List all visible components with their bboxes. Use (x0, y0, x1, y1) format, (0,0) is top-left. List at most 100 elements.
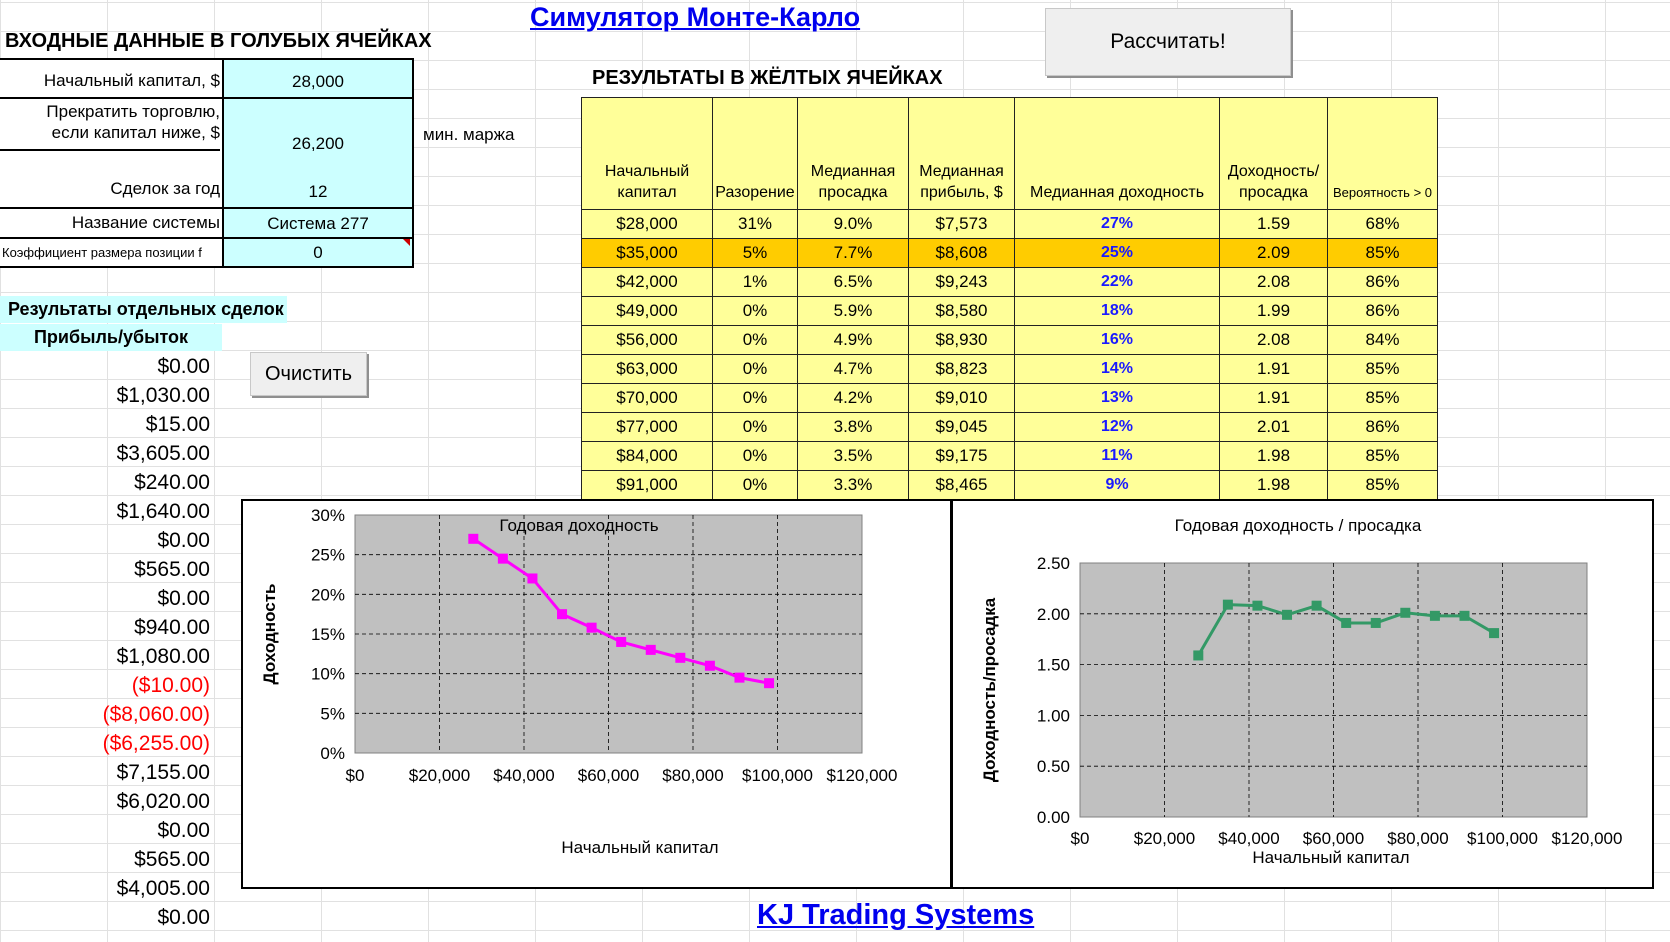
results-cell[interactable]: 1.91 (1219, 354, 1328, 384)
results-cell[interactable]: 1.91 (1219, 383, 1328, 413)
results-cell[interactable]: $56,000 (581, 325, 713, 355)
results-cell[interactable]: 86% (1327, 296, 1438, 326)
results-cell[interactable]: $8,580 (908, 296, 1015, 326)
results-cell[interactable]: 1.98 (1219, 470, 1328, 500)
results-cell[interactable]: $9,045 (908, 412, 1015, 442)
results-cell[interactable]: 86% (1327, 267, 1438, 297)
trade-result-value[interactable]: $240.00 (134, 471, 210, 494)
trade-result-value[interactable]: $4,005.00 (116, 877, 210, 900)
results-cell[interactable]: 3.5% (797, 441, 909, 471)
results-cell[interactable]: 31% (712, 209, 798, 239)
results-cell[interactable]: 2.08 (1219, 325, 1328, 355)
results-cell[interactable]: $7,573 (908, 209, 1015, 239)
trade-result-value[interactable]: $1,030.00 (116, 384, 210, 407)
results-cell[interactable]: 0% (712, 470, 798, 500)
footer-link[interactable]: KJ Trading Systems (757, 899, 1035, 931)
results-cell[interactable]: 85% (1327, 238, 1438, 268)
results-cell[interactable]: 2.09 (1219, 238, 1328, 268)
trade-result-value[interactable]: $7,155.00 (116, 761, 210, 784)
results-cell[interactable]: 85% (1327, 441, 1438, 471)
results-cell[interactable]: 2.08 (1219, 267, 1328, 297)
trade-result-value[interactable]: $565.00 (134, 848, 210, 871)
results-cell[interactable]: 0% (712, 383, 798, 413)
results-cell[interactable]: $9,243 (908, 267, 1015, 297)
start-capital-input[interactable]: 28,000 (222, 60, 412, 97)
results-cell[interactable]: 22% (1014, 267, 1220, 297)
trade-result-value[interactable]: $0.00 (157, 529, 210, 552)
trade-result-value[interactable]: ($10.00) (131, 674, 210, 697)
trade-result-value[interactable]: ($6,255.00) (102, 732, 210, 755)
results-cell[interactable]: $91,000 (581, 470, 713, 500)
trade-result-value[interactable]: $0.00 (157, 906, 210, 929)
results-cell[interactable]: 7.7% (797, 238, 909, 268)
results-cell[interactable]: 5% (712, 238, 798, 268)
trade-result-value[interactable]: $1,640.00 (116, 500, 210, 523)
trade-result-value[interactable]: $0.00 (157, 819, 210, 842)
trades-per-year-input[interactable]: 12 (222, 151, 412, 209)
calculate-button[interactable]: Рассчитать! (1045, 8, 1291, 76)
results-cell[interactable]: 9.0% (797, 209, 909, 239)
results-cell[interactable]: 0% (712, 296, 798, 326)
results-cell[interactable]: 25% (1014, 238, 1220, 268)
results-cell[interactable]: 9% (1014, 470, 1220, 500)
results-cell[interactable]: 16% (1014, 325, 1220, 355)
results-cell[interactable]: $42,000 (581, 267, 713, 297)
results-cell[interactable]: $8,930 (908, 325, 1015, 355)
results-cell[interactable]: 1.99 (1219, 296, 1328, 326)
results-cell[interactable]: 13% (1014, 383, 1220, 413)
chart-return-drawdown[interactable]: $0 $20,000 $40,000 $60,000 $80,000 $100,000 $1… (951, 499, 1654, 889)
results-cell[interactable]: $63,000 (581, 354, 713, 384)
results-cell[interactable]: $49,000 (581, 296, 713, 326)
results-cell[interactable]: $77,000 (581, 412, 713, 442)
results-cell[interactable]: 85% (1327, 470, 1438, 500)
results-cell[interactable]: 11% (1014, 441, 1220, 471)
position-size-input[interactable]: 0 (222, 239, 412, 266)
results-cell[interactable]: 4.9% (797, 325, 909, 355)
system-name-input[interactable]: Система 277 (222, 209, 412, 237)
results-cell[interactable]: $9,175 (908, 441, 1015, 471)
results-cell[interactable]: 18% (1014, 296, 1220, 326)
results-cell[interactable]: 2.01 (1219, 412, 1328, 442)
results-cell[interactable]: 5.9% (797, 296, 909, 326)
results-cell[interactable]: 0% (712, 412, 798, 442)
trade-result-value[interactable]: $940.00 (134, 616, 210, 639)
results-cell[interactable]: 6.5% (797, 267, 909, 297)
results-cell[interactable]: 0% (712, 325, 798, 355)
results-cell[interactable]: $9,010 (908, 383, 1015, 413)
results-cell[interactable]: 12% (1014, 412, 1220, 442)
results-cell[interactable]: 3.8% (797, 412, 909, 442)
trade-result-value[interactable]: $15.00 (145, 413, 210, 436)
trade-result-value[interactable]: $0.00 (157, 355, 210, 378)
results-cell[interactable]: 0% (712, 441, 798, 471)
clear-button[interactable]: Очистить (250, 352, 367, 396)
results-cell[interactable]: 85% (1327, 383, 1438, 413)
results-cell[interactable]: $28,000 (581, 209, 713, 239)
results-cell[interactable]: 85% (1327, 354, 1438, 384)
results-cell[interactable]: 0% (712, 354, 798, 384)
chart-annual-return[interactable]: $0 $20,000 $40,000 $60,000 $80,000 $100,000 $1… (241, 499, 952, 889)
results-cell[interactable]: 4.2% (797, 383, 909, 413)
results-cell[interactable]: 84% (1327, 325, 1438, 355)
results-cell[interactable]: $8,465 (908, 470, 1015, 500)
results-cell[interactable]: 3.3% (797, 470, 909, 500)
results-cell[interactable]: $8,823 (908, 354, 1015, 384)
results-cell[interactable]: 4.7% (797, 354, 909, 384)
results-cell[interactable]: 68% (1327, 209, 1438, 239)
trade-result-value[interactable]: $565.00 (134, 558, 210, 581)
results-cell[interactable]: $8,608 (908, 238, 1015, 268)
results-cell[interactable]: 1.59 (1219, 209, 1328, 239)
trade-result-value[interactable]: ($8,060.00) (102, 703, 210, 726)
trade-result-value[interactable]: $6,020.00 (116, 790, 210, 813)
results-cell[interactable]: 86% (1327, 412, 1438, 442)
results-cell[interactable]: $84,000 (581, 441, 713, 471)
results-cell[interactable]: 1% (712, 267, 798, 297)
results-cell[interactable]: 27% (1014, 209, 1220, 239)
trade-result-value[interactable]: $3,605.00 (116, 442, 210, 465)
results-cell[interactable]: 1.98 (1219, 441, 1328, 471)
results-cell[interactable]: 14% (1014, 354, 1220, 384)
results-cell[interactable]: $35,000 (581, 238, 713, 268)
trade-result-value[interactable]: $1,080.00 (116, 645, 210, 668)
trade-result-value[interactable]: $0.00 (157, 587, 210, 610)
page-title[interactable]: Симулятор Монте-Карло (530, 2, 861, 32)
results-cell[interactable]: $70,000 (581, 383, 713, 413)
